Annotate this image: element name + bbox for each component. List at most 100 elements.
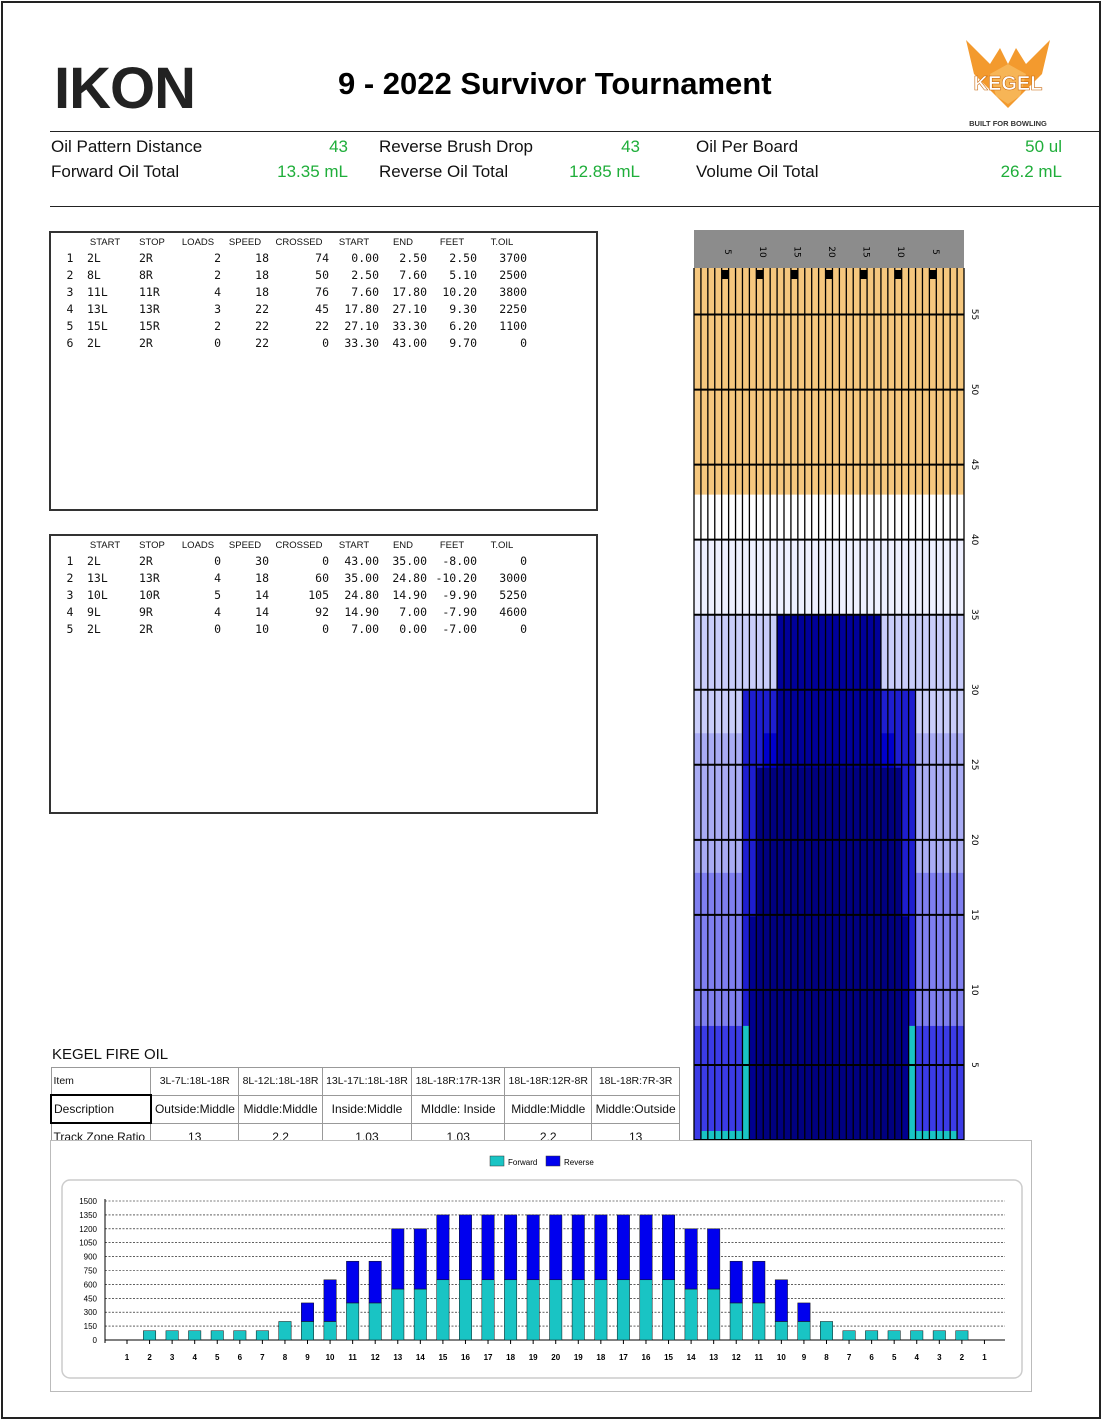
board-number-label: 10	[757, 246, 767, 258]
track-zone-row-label: Description	[50, 1094, 152, 1124]
forward-oil-strip	[908, 1025, 916, 1140]
board-number-label: 15	[861, 246, 871, 257]
forward-table-cell: 8L	[87, 267, 101, 282]
x-tick-label: 2	[147, 1353, 152, 1362]
distance-feet-label: 35	[969, 609, 979, 620]
oil-per-board-value: 50 ul	[1025, 137, 1062, 156]
reverse-table-cell: 13L	[87, 570, 108, 585]
forward-table-cell: 2	[214, 318, 221, 333]
forward-table-cell: 6.20	[449, 318, 477, 333]
reverse-table-cell: 105	[308, 587, 329, 602]
distance-feet-label: 45	[969, 459, 979, 470]
distance-feet-label: 10	[969, 984, 979, 996]
reverse-table-cell: 35.00	[344, 570, 379, 585]
reverse-bar	[549, 1214, 563, 1281]
reverse-table-header-cell: T.OIL	[490, 539, 514, 551]
forward-table-cell: 2L	[87, 335, 101, 350]
forward-table-cell: 2500	[499, 267, 527, 282]
x-tick-label: 15	[438, 1353, 447, 1362]
forward-table-cell: 8R	[139, 267, 153, 282]
forward-bar	[842, 1330, 856, 1341]
board-number-label: 5	[930, 249, 940, 255]
forward-table-cell: 1	[66, 250, 74, 265]
forward-table-header-cell: CROSSED	[275, 236, 323, 248]
x-tick-label: 15	[664, 1353, 673, 1362]
forward-pass-table-box: START STOP LOADS SPEED CROSSED START END FEET T.…	[49, 231, 598, 511]
legend-swatch	[545, 1155, 561, 1167]
track-zone-cell: Middle:Middle	[504, 1094, 593, 1124]
reverse-bar	[707, 1228, 721, 1290]
board-number-label: 5	[722, 249, 732, 255]
reverse-bar	[526, 1214, 540, 1281]
oil-per-board-label: Oil Per Board	[696, 137, 799, 156]
forward-table-cell: 7.60	[351, 284, 379, 299]
forward-table-cell: 2250	[499, 301, 527, 316]
forward-bar	[752, 1302, 766, 1341]
track-zone-cell: 8L-12L:18L-18R	[238, 1067, 323, 1096]
track-zone-row-label: Item	[50, 1067, 152, 1096]
forward-table-cell: 22	[255, 301, 269, 316]
oil-pattern-distance-value: 43	[329, 137, 348, 156]
reverse-bar	[662, 1214, 675, 1281]
distance-feet-label: 30	[969, 684, 979, 696]
reverse-table-row: 1 2L 2R 0 30 0 43.00 35.00 -8.00 0	[59, 552, 527, 569]
forward-table-cell: 76	[315, 284, 329, 299]
reverse-table-cell: 5	[66, 621, 74, 636]
forward-table-cell: 22	[255, 318, 269, 333]
forward-oil-strip	[742, 1025, 750, 1140]
forward-bar	[233, 1330, 247, 1341]
reverse-table-cell: 2	[66, 570, 74, 585]
reverse-table-row: 4 9L 9R 4 14 92 14.90 7.00 -7.90 4600	[59, 603, 527, 620]
reverse-table-cell: 9R	[139, 604, 153, 619]
forward-table-cell: 0.00	[351, 250, 379, 265]
board-arrow-marker	[894, 270, 902, 279]
forward-table-row: 5 15L 15R 2 22 22 27.10 33.30 6.20 1100	[59, 317, 527, 334]
forward-table-row: 2 8L 8R 2 18 50 2.50 7.60 5.10 2500	[59, 266, 527, 283]
forward-bar	[932, 1330, 946, 1341]
forward-table-cell: 2	[214, 267, 221, 282]
reverse-table-cell: -8.00	[442, 553, 477, 568]
reverse-bar	[571, 1214, 585, 1281]
forward-table-cell: 0	[322, 335, 329, 350]
reverse-table-cell: 14	[255, 587, 269, 602]
forward-table-cell: 2	[214, 250, 221, 265]
reverse-bar	[391, 1228, 405, 1290]
forward-table-header-row: START STOP LOADS SPEED CROSSED START END FEET T.…	[59, 235, 527, 249]
forward-table-cell: 2.50	[449, 250, 477, 265]
forward-bar	[526, 1279, 540, 1341]
forward-table-cell: 22	[315, 318, 329, 333]
x-tick-label: 19	[529, 1353, 538, 1362]
reverse-table-header-cell: STOP	[139, 539, 165, 551]
forward-table-cell: 43.00	[392, 335, 427, 350]
board-number-label: 10	[895, 246, 905, 258]
forward-table-cell: 22	[255, 335, 269, 350]
distance-feet-label: 25	[969, 759, 979, 770]
summary-divider	[50, 206, 1100, 207]
board-number-label: 20	[826, 246, 836, 258]
distance-feet-label: 5	[969, 1062, 979, 1068]
forward-table-cell: 0	[214, 335, 221, 350]
volume-oil-total-value: 26.2 mL	[1000, 162, 1062, 181]
forward-table-cell: 2L	[87, 250, 101, 265]
board-volume-chart: Forward Reverse15001350120010509007506004…	[50, 1140, 1032, 1392]
forward-table-cell: 5	[66, 318, 74, 333]
reverse-bar	[729, 1260, 743, 1304]
forward-bar	[774, 1321, 788, 1341]
forward-table-cell: 2R	[139, 335, 153, 350]
forward-oil-strip	[908, 1130, 958, 1140]
legend-entry: Forward	[489, 1155, 537, 1167]
x-tick-label: 17	[619, 1353, 628, 1362]
x-tick-label: 13	[709, 1353, 718, 1362]
forward-table-cell: 1100	[499, 318, 527, 333]
reverse-bar	[368, 1260, 382, 1304]
reverse-bar	[504, 1214, 518, 1281]
forward-table-header-cell: START	[338, 236, 370, 248]
y-tick-label: 750	[84, 1267, 98, 1276]
forward-table-cell: 18	[255, 250, 269, 265]
forward-table-cell: 13R	[139, 301, 160, 316]
reverse-bar	[797, 1302, 811, 1322]
x-tick-label: 18	[506, 1353, 515, 1362]
legend-label: Reverse	[564, 1158, 594, 1167]
forward-bar	[459, 1279, 472, 1341]
